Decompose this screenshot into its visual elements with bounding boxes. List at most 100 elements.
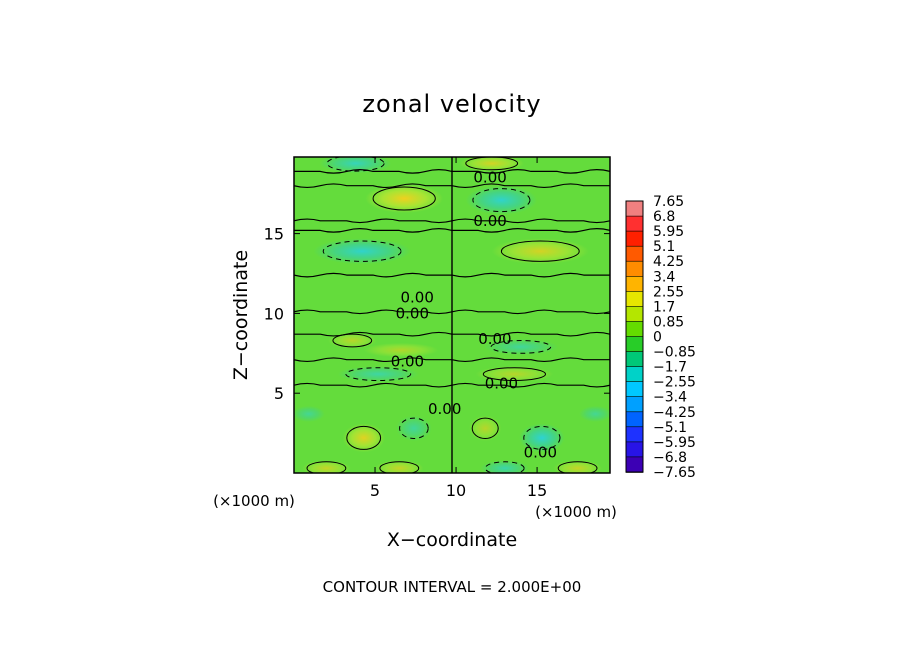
contour-closed-neg xyxy=(326,157,385,172)
contour-label: 0.00 xyxy=(473,169,506,187)
contour-label: 0.00 xyxy=(524,443,557,461)
contour-label: 0.00 xyxy=(478,330,511,348)
field-anomaly-neg xyxy=(483,338,559,355)
colorbar-swatch xyxy=(625,336,644,353)
colorbar-swatch xyxy=(625,290,644,308)
field-anomaly-pos xyxy=(459,157,525,172)
contour-closed-neg xyxy=(472,188,531,213)
field-anomaly-neg xyxy=(337,366,419,383)
field-anomaly-neg xyxy=(294,405,325,422)
x-unit-left: (×1000 m) xyxy=(213,492,295,510)
colorbar-swatch xyxy=(625,230,644,248)
contour-label: 0.00 xyxy=(400,288,433,306)
y-axis-label: Z−coordinate xyxy=(230,250,252,380)
contour-interval-note: CONTOUR INTERVAL = 2.000E+00 xyxy=(323,578,582,596)
contour-closed-pos xyxy=(306,461,347,473)
contour-closed-pos xyxy=(482,367,547,382)
contour-closed-pos xyxy=(372,186,436,211)
colorbar-frame xyxy=(625,200,644,473)
colorbar-label: −6.8 xyxy=(653,450,687,466)
plot-frame xyxy=(293,156,611,474)
colorbar-swatch xyxy=(625,275,644,293)
chart-title: zonal velocity xyxy=(362,90,541,118)
colorbar-swatch xyxy=(625,321,644,338)
field-anomaly-neg xyxy=(313,238,411,264)
colorbar-label: 5.1 xyxy=(653,239,675,255)
colorbar: 7.656.85.955.14.253.42.551.70.850−0.85−1… xyxy=(625,194,696,481)
contour-closed-neg xyxy=(345,367,412,382)
colorbar-swatch xyxy=(625,441,644,458)
colorbar-label: −2.55 xyxy=(653,375,696,391)
field-anomaly-pos xyxy=(363,342,439,358)
colorbar-swatch xyxy=(625,351,644,368)
colorbar-label: 0 xyxy=(653,330,662,346)
field-anomaly-pos xyxy=(475,366,554,383)
colorbar-swatch xyxy=(625,260,644,278)
field-anomaly-pos xyxy=(342,423,385,453)
colorbar-label: −1.7 xyxy=(653,360,687,376)
colorbar-swatch xyxy=(625,306,644,323)
colorbar-label: −7.65 xyxy=(653,465,696,481)
field-anomaly-pos xyxy=(553,460,602,473)
colorbar-label: 4.25 xyxy=(653,254,684,270)
x-tick-label: 15 xyxy=(527,481,547,500)
colorbar-swatch xyxy=(625,215,644,233)
contour-closed-neg xyxy=(490,340,552,354)
contour-closed-neg xyxy=(484,461,525,473)
contour-closed-pos xyxy=(332,333,373,348)
field-anomaly-pos xyxy=(302,460,351,473)
colorbar-label: 0.85 xyxy=(653,314,684,330)
colorbar-label: 6.8 xyxy=(653,209,675,225)
colorbar-swatch xyxy=(625,381,644,398)
contour-closed-neg xyxy=(523,425,561,450)
contour-label: 0.00 xyxy=(391,352,424,370)
colorbar-label: −0.85 xyxy=(653,345,696,361)
colorbar-swatch xyxy=(625,396,644,413)
colorbar-label: 1.7 xyxy=(653,299,675,315)
colorbar-label: 2.55 xyxy=(653,284,684,300)
field-anomaly-neg xyxy=(480,460,529,473)
y-tick-label: 5 xyxy=(274,384,284,403)
contour-closed-neg xyxy=(322,240,402,262)
field-anomaly-pos xyxy=(491,238,589,264)
field-anomaly-pos xyxy=(469,415,502,442)
contour-label: 0.00 xyxy=(485,375,518,393)
contour-closed-neg xyxy=(399,417,429,439)
colorbar-swatch xyxy=(625,456,644,473)
colorbar-label: −3.4 xyxy=(653,390,687,406)
field-anomaly-pos xyxy=(375,460,424,473)
contour-label: 0.00 xyxy=(428,400,461,418)
field-anomaly-neg xyxy=(579,405,610,422)
field-anomaly-pos xyxy=(328,332,377,349)
contour-closed-pos xyxy=(379,461,420,473)
colorbar-label: −4.25 xyxy=(653,405,696,421)
colorbar-label: −5.95 xyxy=(653,435,696,451)
field-anomaly-neg xyxy=(465,185,538,215)
colorbar-swatch xyxy=(625,366,644,383)
y-tick-label: 10 xyxy=(264,304,284,323)
colorbar-swatch xyxy=(625,426,644,443)
field-anomaly-pos xyxy=(365,184,444,213)
x-tick-label: 10 xyxy=(446,481,466,500)
contour-closed-pos xyxy=(500,240,580,262)
contour-closed-pos xyxy=(465,157,519,171)
axis-ticks: 5 10 15 5 10 15 xyxy=(264,157,610,500)
colorbar-label: 3.4 xyxy=(653,269,675,285)
contour-closed-pos xyxy=(557,461,598,473)
y-tick-label: 15 xyxy=(264,225,284,244)
contour-closed-pos xyxy=(471,417,499,439)
colorbar-swatch xyxy=(625,411,644,428)
contour-labels: 0.000.000.000.000.000.000.000.000.00 xyxy=(391,169,557,462)
colorbar-label: 7.65 xyxy=(653,194,684,210)
x-unit-right: (×1000 m) xyxy=(535,503,617,521)
contour-label: 0.00 xyxy=(473,212,506,230)
contour-lines xyxy=(294,157,610,473)
colorbar-label: −5.1 xyxy=(653,420,687,436)
colorbar-swatch xyxy=(625,200,644,217)
field-anomaly-neg xyxy=(519,423,565,453)
x-axis-label: X−coordinate xyxy=(387,529,517,551)
contour-closed-pos xyxy=(346,425,382,450)
x-tick-label: 5 xyxy=(370,481,380,500)
contour-label: 0.00 xyxy=(396,304,429,322)
